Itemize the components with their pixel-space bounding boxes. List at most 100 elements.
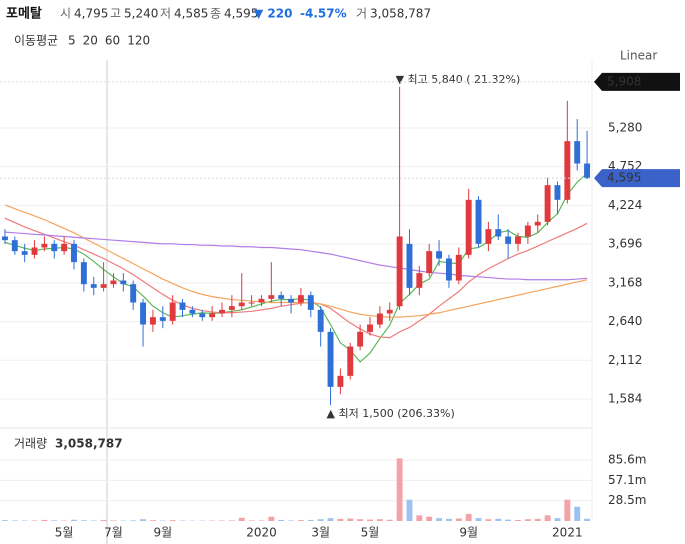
ma-line bbox=[4, 172, 588, 363]
x-tick-label: 5월 bbox=[55, 526, 74, 540]
candle-body bbox=[436, 251, 443, 259]
candle-body bbox=[505, 236, 512, 244]
candle-body bbox=[51, 243, 58, 252]
candle-body bbox=[199, 313, 206, 318]
value: 5,240 bbox=[124, 7, 158, 21]
volume-bar bbox=[248, 520, 255, 521]
volume-bar bbox=[357, 519, 364, 521]
x-tick-label: 2021 bbox=[552, 526, 583, 540]
volume-bar bbox=[515, 519, 521, 521]
candle-body bbox=[524, 225, 531, 237]
volume-value: 3,058,787 bbox=[55, 437, 123, 451]
volume-bar bbox=[455, 518, 462, 521]
volume-bar bbox=[278, 519, 285, 521]
candle-body bbox=[327, 331, 334, 387]
label: 시 bbox=[60, 7, 71, 21]
legend-entry: 5 bbox=[68, 34, 76, 48]
candle-body bbox=[71, 243, 77, 263]
volume-bar bbox=[584, 518, 591, 521]
x-tick-label: 9월 bbox=[459, 526, 478, 540]
y-tick-label: 5,280 bbox=[608, 120, 642, 134]
marker-label: 5,908 bbox=[607, 74, 641, 88]
candle-body bbox=[140, 302, 147, 325]
candle-body bbox=[554, 185, 561, 200]
label: 저 bbox=[160, 7, 171, 21]
header: 포메탈 시 4,795 고 5,240 저 4,585 종 4,595 ▼ 22… bbox=[6, 7, 431, 22]
candle-body bbox=[189, 309, 196, 314]
candle-body bbox=[376, 313, 383, 325]
candle-body bbox=[584, 163, 591, 179]
volume-bar bbox=[337, 518, 344, 521]
ma-line bbox=[4, 217, 588, 339]
candle-body bbox=[465, 199, 472, 255]
value: 3,058,787 bbox=[370, 7, 431, 21]
candle-body bbox=[426, 251, 433, 274]
candle-body bbox=[159, 317, 166, 321]
volume-bar bbox=[544, 515, 551, 521]
value: 4,595 bbox=[224, 7, 258, 21]
candle-body bbox=[297, 295, 304, 303]
candle-body bbox=[149, 317, 156, 325]
stock-name: 포메탈 bbox=[6, 7, 42, 22]
marker-box bbox=[594, 72, 680, 91]
volume-bar bbox=[534, 518, 541, 521]
volume-bar bbox=[416, 515, 423, 521]
legend-entry: 120 bbox=[127, 34, 150, 48]
candle-body bbox=[130, 284, 137, 303]
candle-body bbox=[288, 298, 295, 303]
x-tick-label: 3월 bbox=[311, 526, 330, 540]
y-tick-label: 2,112 bbox=[608, 353, 642, 367]
ma-title: 이동평균 bbox=[14, 34, 58, 48]
y-tick-label: 57.1m bbox=[608, 473, 646, 487]
y-tick-label: 85.6m bbox=[608, 453, 646, 467]
candle-body bbox=[179, 302, 186, 310]
candle-body bbox=[268, 295, 275, 299]
scale-label: Linear bbox=[620, 49, 657, 63]
candle-body bbox=[495, 229, 502, 237]
x-tick-label: 7월 bbox=[104, 526, 123, 540]
candle-body bbox=[317, 309, 324, 332]
volume-bar bbox=[297, 520, 304, 521]
candle-body bbox=[228, 306, 235, 310]
candle-body bbox=[11, 240, 18, 252]
candle-body bbox=[386, 309, 393, 314]
label: 거 bbox=[356, 7, 367, 21]
volume-bar bbox=[505, 519, 512, 521]
candle-body bbox=[347, 346, 354, 376]
candle-body bbox=[110, 280, 117, 285]
volume-bar bbox=[465, 513, 472, 521]
y-tick-label: 3,696 bbox=[608, 237, 642, 251]
volume-bar bbox=[495, 518, 502, 521]
legend-entry: 20 bbox=[83, 34, 98, 48]
volume-bar bbox=[386, 519, 393, 521]
volume-bar bbox=[524, 519, 531, 521]
y-tick-label: 28.5m bbox=[608, 493, 646, 507]
candle-body bbox=[485, 229, 492, 244]
volume-bar bbox=[288, 520, 295, 521]
volume-bar bbox=[238, 517, 245, 521]
volume-bar bbox=[41, 519, 48, 521]
volume-bar bbox=[130, 520, 137, 521]
candle-body bbox=[367, 324, 373, 332]
high-annotation: ▼ 최고 5,840 ( 21.32%) bbox=[396, 73, 521, 86]
y-tick-label: 4,224 bbox=[608, 198, 642, 212]
y-tick-label: 3,168 bbox=[608, 275, 642, 289]
volume-bar bbox=[228, 520, 235, 521]
volume-bar bbox=[80, 520, 87, 521]
candle-body bbox=[475, 199, 482, 244]
volume-bar bbox=[436, 518, 443, 521]
volume-bar bbox=[11, 520, 18, 521]
candle-body bbox=[169, 302, 176, 321]
candle-body bbox=[258, 298, 265, 303]
label: 종 bbox=[210, 7, 221, 21]
marker-label: 4,595 bbox=[607, 171, 641, 185]
y-tick-label: 2,640 bbox=[608, 314, 642, 328]
volume-bar bbox=[574, 506, 581, 521]
volume-bar bbox=[149, 520, 156, 521]
candle-body bbox=[406, 243, 413, 288]
candle-body bbox=[515, 236, 521, 244]
candle-body bbox=[564, 141, 571, 200]
volume-bar bbox=[268, 516, 275, 521]
